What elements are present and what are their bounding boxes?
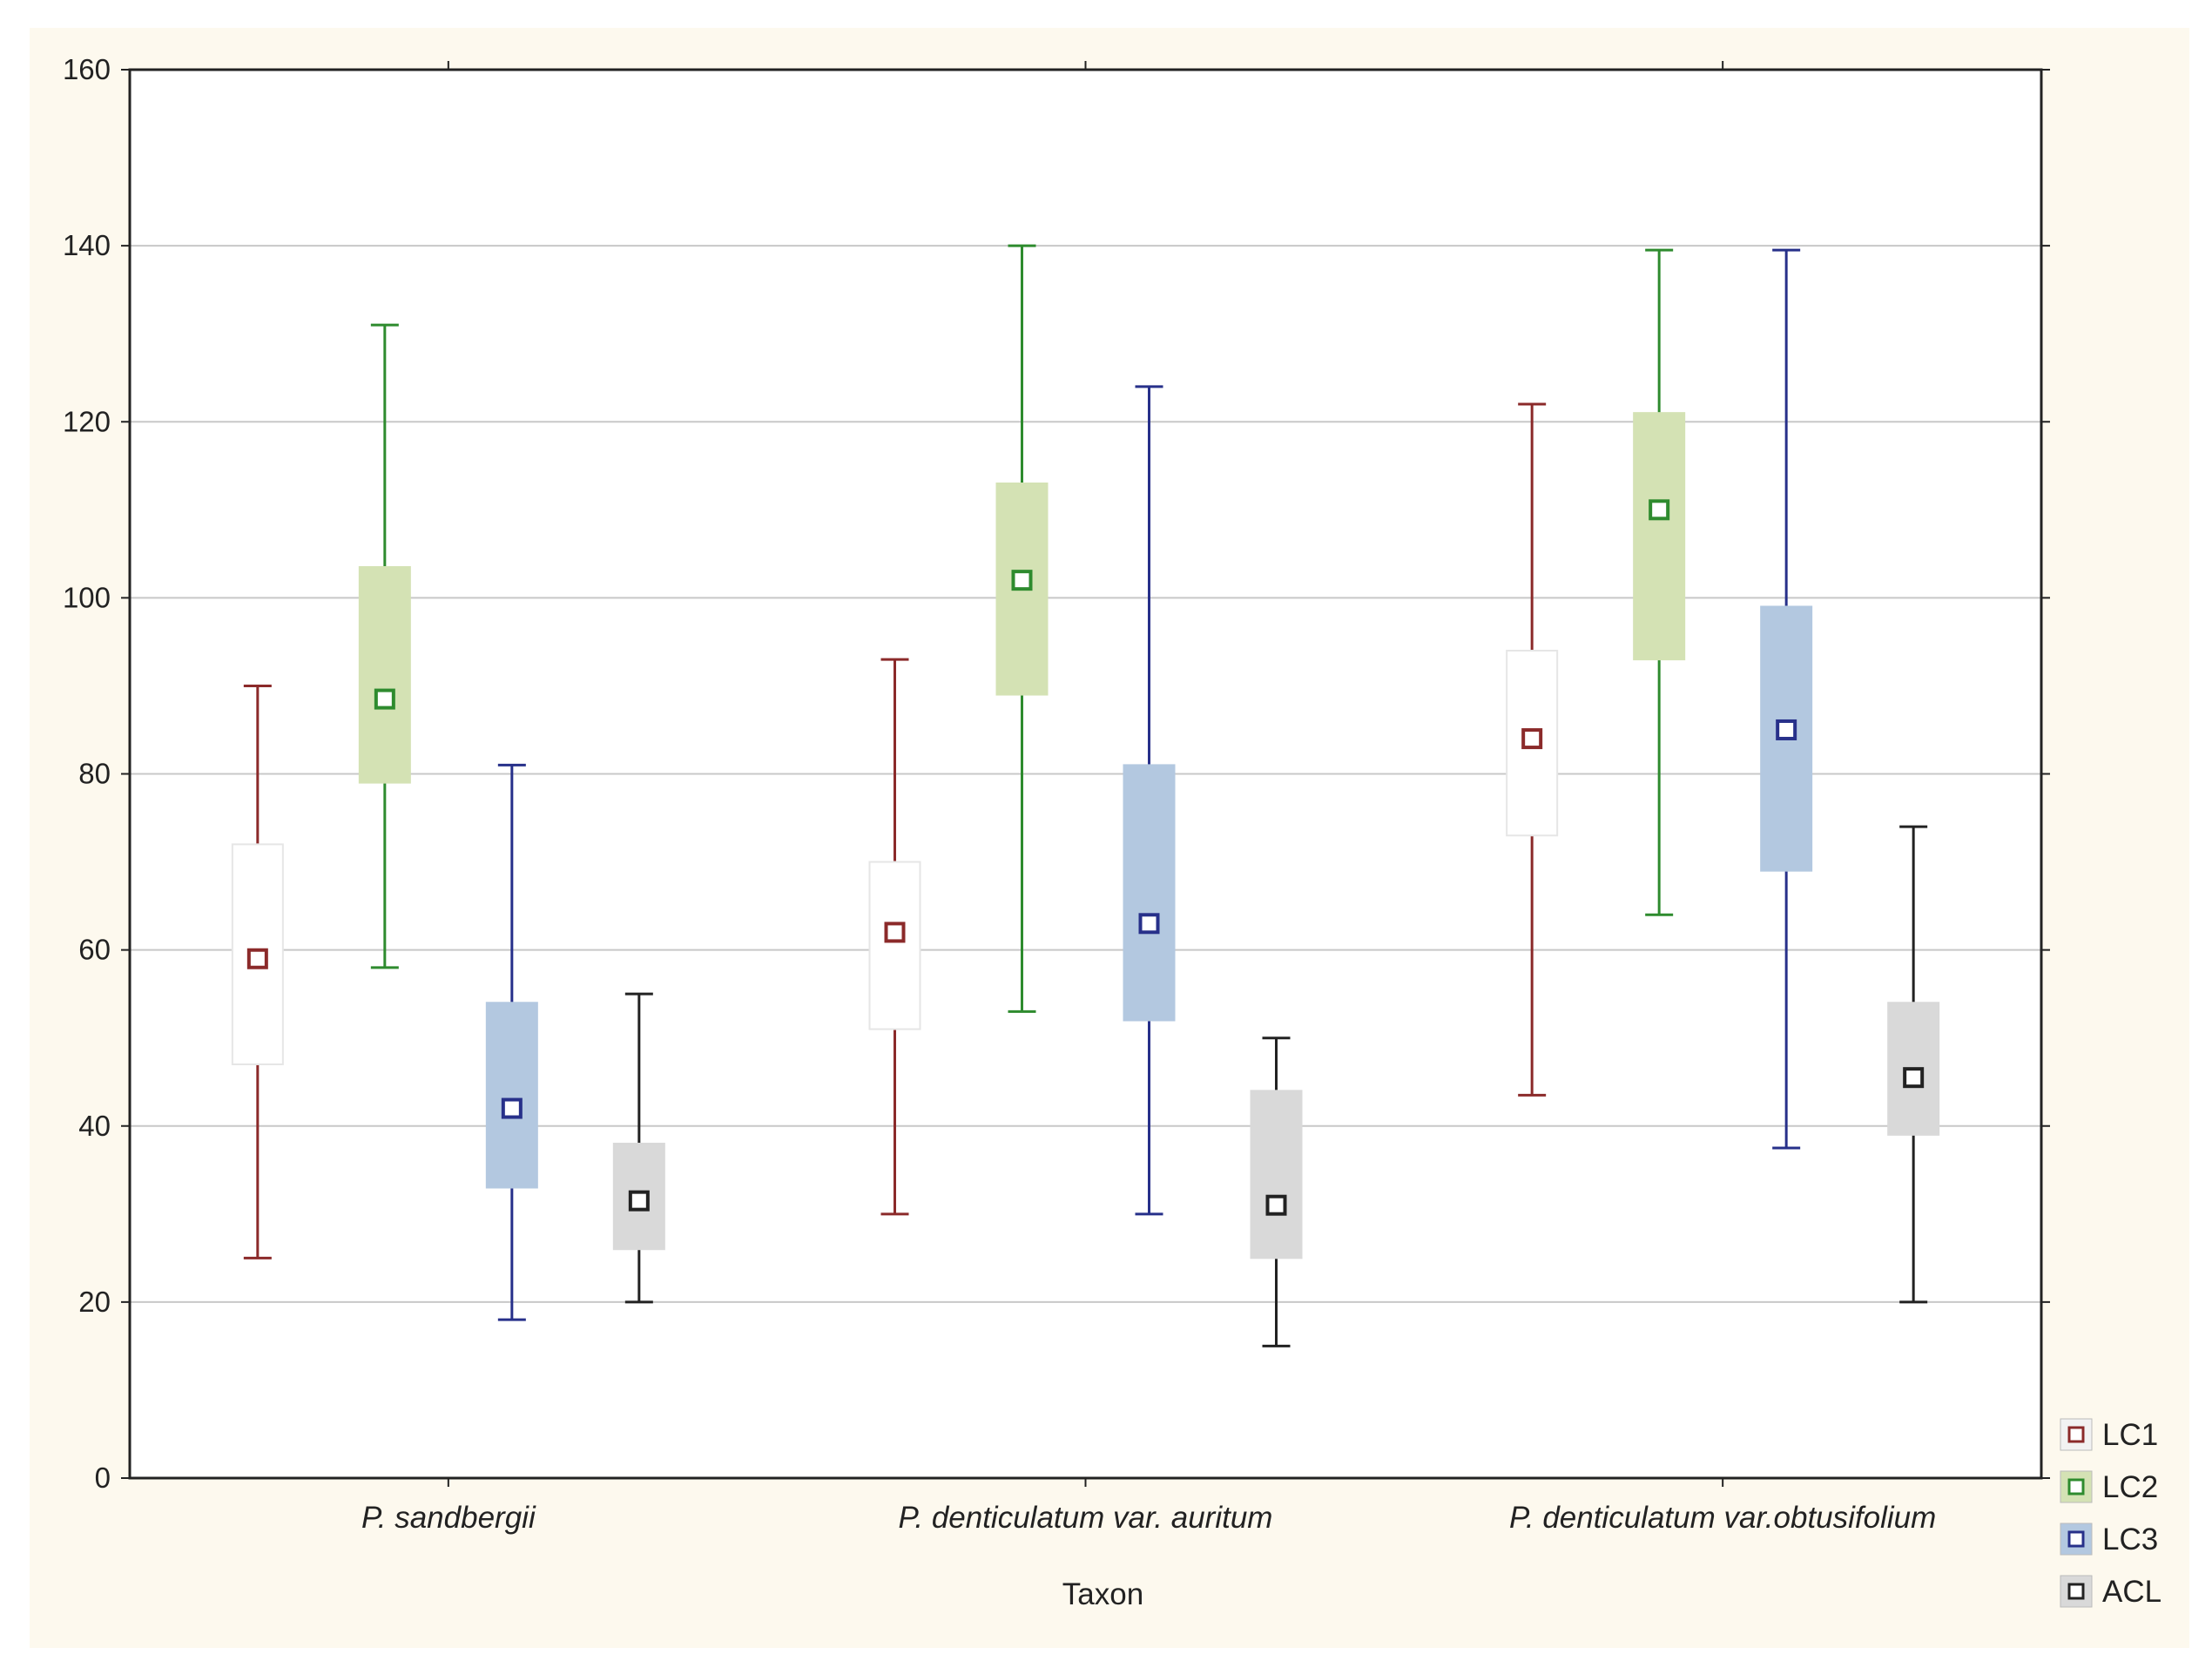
mean-marker: [246, 948, 268, 969]
x-axis-title: Taxon: [1062, 1577, 1143, 1611]
box-rect: [868, 861, 921, 1030]
legend-marker: [2067, 1583, 2085, 1600]
legend-item-lc2: LC2: [2060, 1470, 2158, 1504]
legend-marker: [2067, 1530, 2085, 1548]
box-acl: [612, 992, 665, 1304]
mean-marker: [1521, 728, 1543, 750]
y-tick-label: 0: [95, 1462, 111, 1494]
legend-item-acl: ACL: [2060, 1575, 2161, 1609]
legend-marker: [2067, 1478, 2085, 1496]
legend-marker: [2067, 1426, 2085, 1443]
box-lc3: [485, 763, 538, 1321]
category-label: P. denticulatum var. auritum: [899, 1501, 1273, 1535]
box-lc1: [1506, 402, 1559, 1097]
grid-lines: [130, 70, 2041, 1478]
box-lc3: [1123, 385, 1176, 1216]
mean-marker: [1138, 913, 1160, 935]
legend: LC1 LC2 LC3 ACL: [2060, 1418, 2161, 1609]
box-acl: [1250, 1036, 1303, 1347]
box-rect: [1633, 412, 1686, 661]
mean-marker: [1776, 719, 1797, 740]
mean-marker: [1265, 1194, 1287, 1216]
y-tick-label: 60: [78, 934, 111, 966]
box-rect: [358, 566, 411, 784]
y-tick-label: 140: [63, 229, 111, 261]
legend-label: LC3: [2102, 1523, 2158, 1556]
legend-item-lc3: LC3: [2060, 1523, 2158, 1556]
y-tick-label: 40: [78, 1110, 111, 1142]
box-lc3: [1760, 248, 1813, 1150]
box-acl: [1887, 825, 1940, 1304]
box-lc2: [995, 244, 1049, 1013]
box-rect: [485, 1002, 538, 1189]
y-tick-label: 80: [78, 758, 111, 790]
mean-marker: [628, 1190, 650, 1212]
mean-marker: [1903, 1067, 1925, 1089]
category-label: P. denticulatum var.obtusifolium: [1509, 1501, 1936, 1535]
box-series: [231, 244, 1940, 1347]
x-axis-categories: P. sandbergii P. denticulatum var. auritu…: [361, 61, 1936, 1535]
box-rect: [1123, 764, 1176, 1022]
mean-marker: [374, 688, 395, 710]
mean-marker: [501, 1097, 523, 1119]
box-lc1: [231, 684, 284, 1259]
mean-marker: [884, 922, 906, 943]
box-lc1: [868, 658, 921, 1216]
mean-marker: [1011, 570, 1033, 591]
box-lc2: [1633, 248, 1686, 916]
y-axis-ticks: 0 20 40 60 80 100 120 140 160: [63, 53, 2050, 1494]
legend-label: LC1: [2102, 1418, 2158, 1452]
y-tick-label: 160: [63, 53, 111, 85]
box-rect: [1887, 1002, 1940, 1136]
legend-label: ACL: [2102, 1575, 2161, 1609]
mean-marker: [1649, 499, 1670, 521]
legend-label: LC2: [2102, 1470, 2158, 1504]
category-label: P. sandbergii: [361, 1501, 536, 1535]
y-tick-label: 20: [78, 1286, 111, 1318]
chart-frame: 0 20 40 60 80 100 120 140 160 P. sandbergii P. de…: [30, 28, 2189, 1648]
y-tick-label: 100: [63, 581, 111, 613]
box-rect: [1250, 1090, 1303, 1259]
y-tick-label: 120: [63, 405, 111, 437]
legend-item-lc1: LC1: [2060, 1418, 2158, 1452]
box-lc2: [358, 323, 411, 969]
box-plot-chart: 0 20 40 60 80 100 120 140 160 P. sandbergii P. de…: [63, 53, 2161, 1611]
